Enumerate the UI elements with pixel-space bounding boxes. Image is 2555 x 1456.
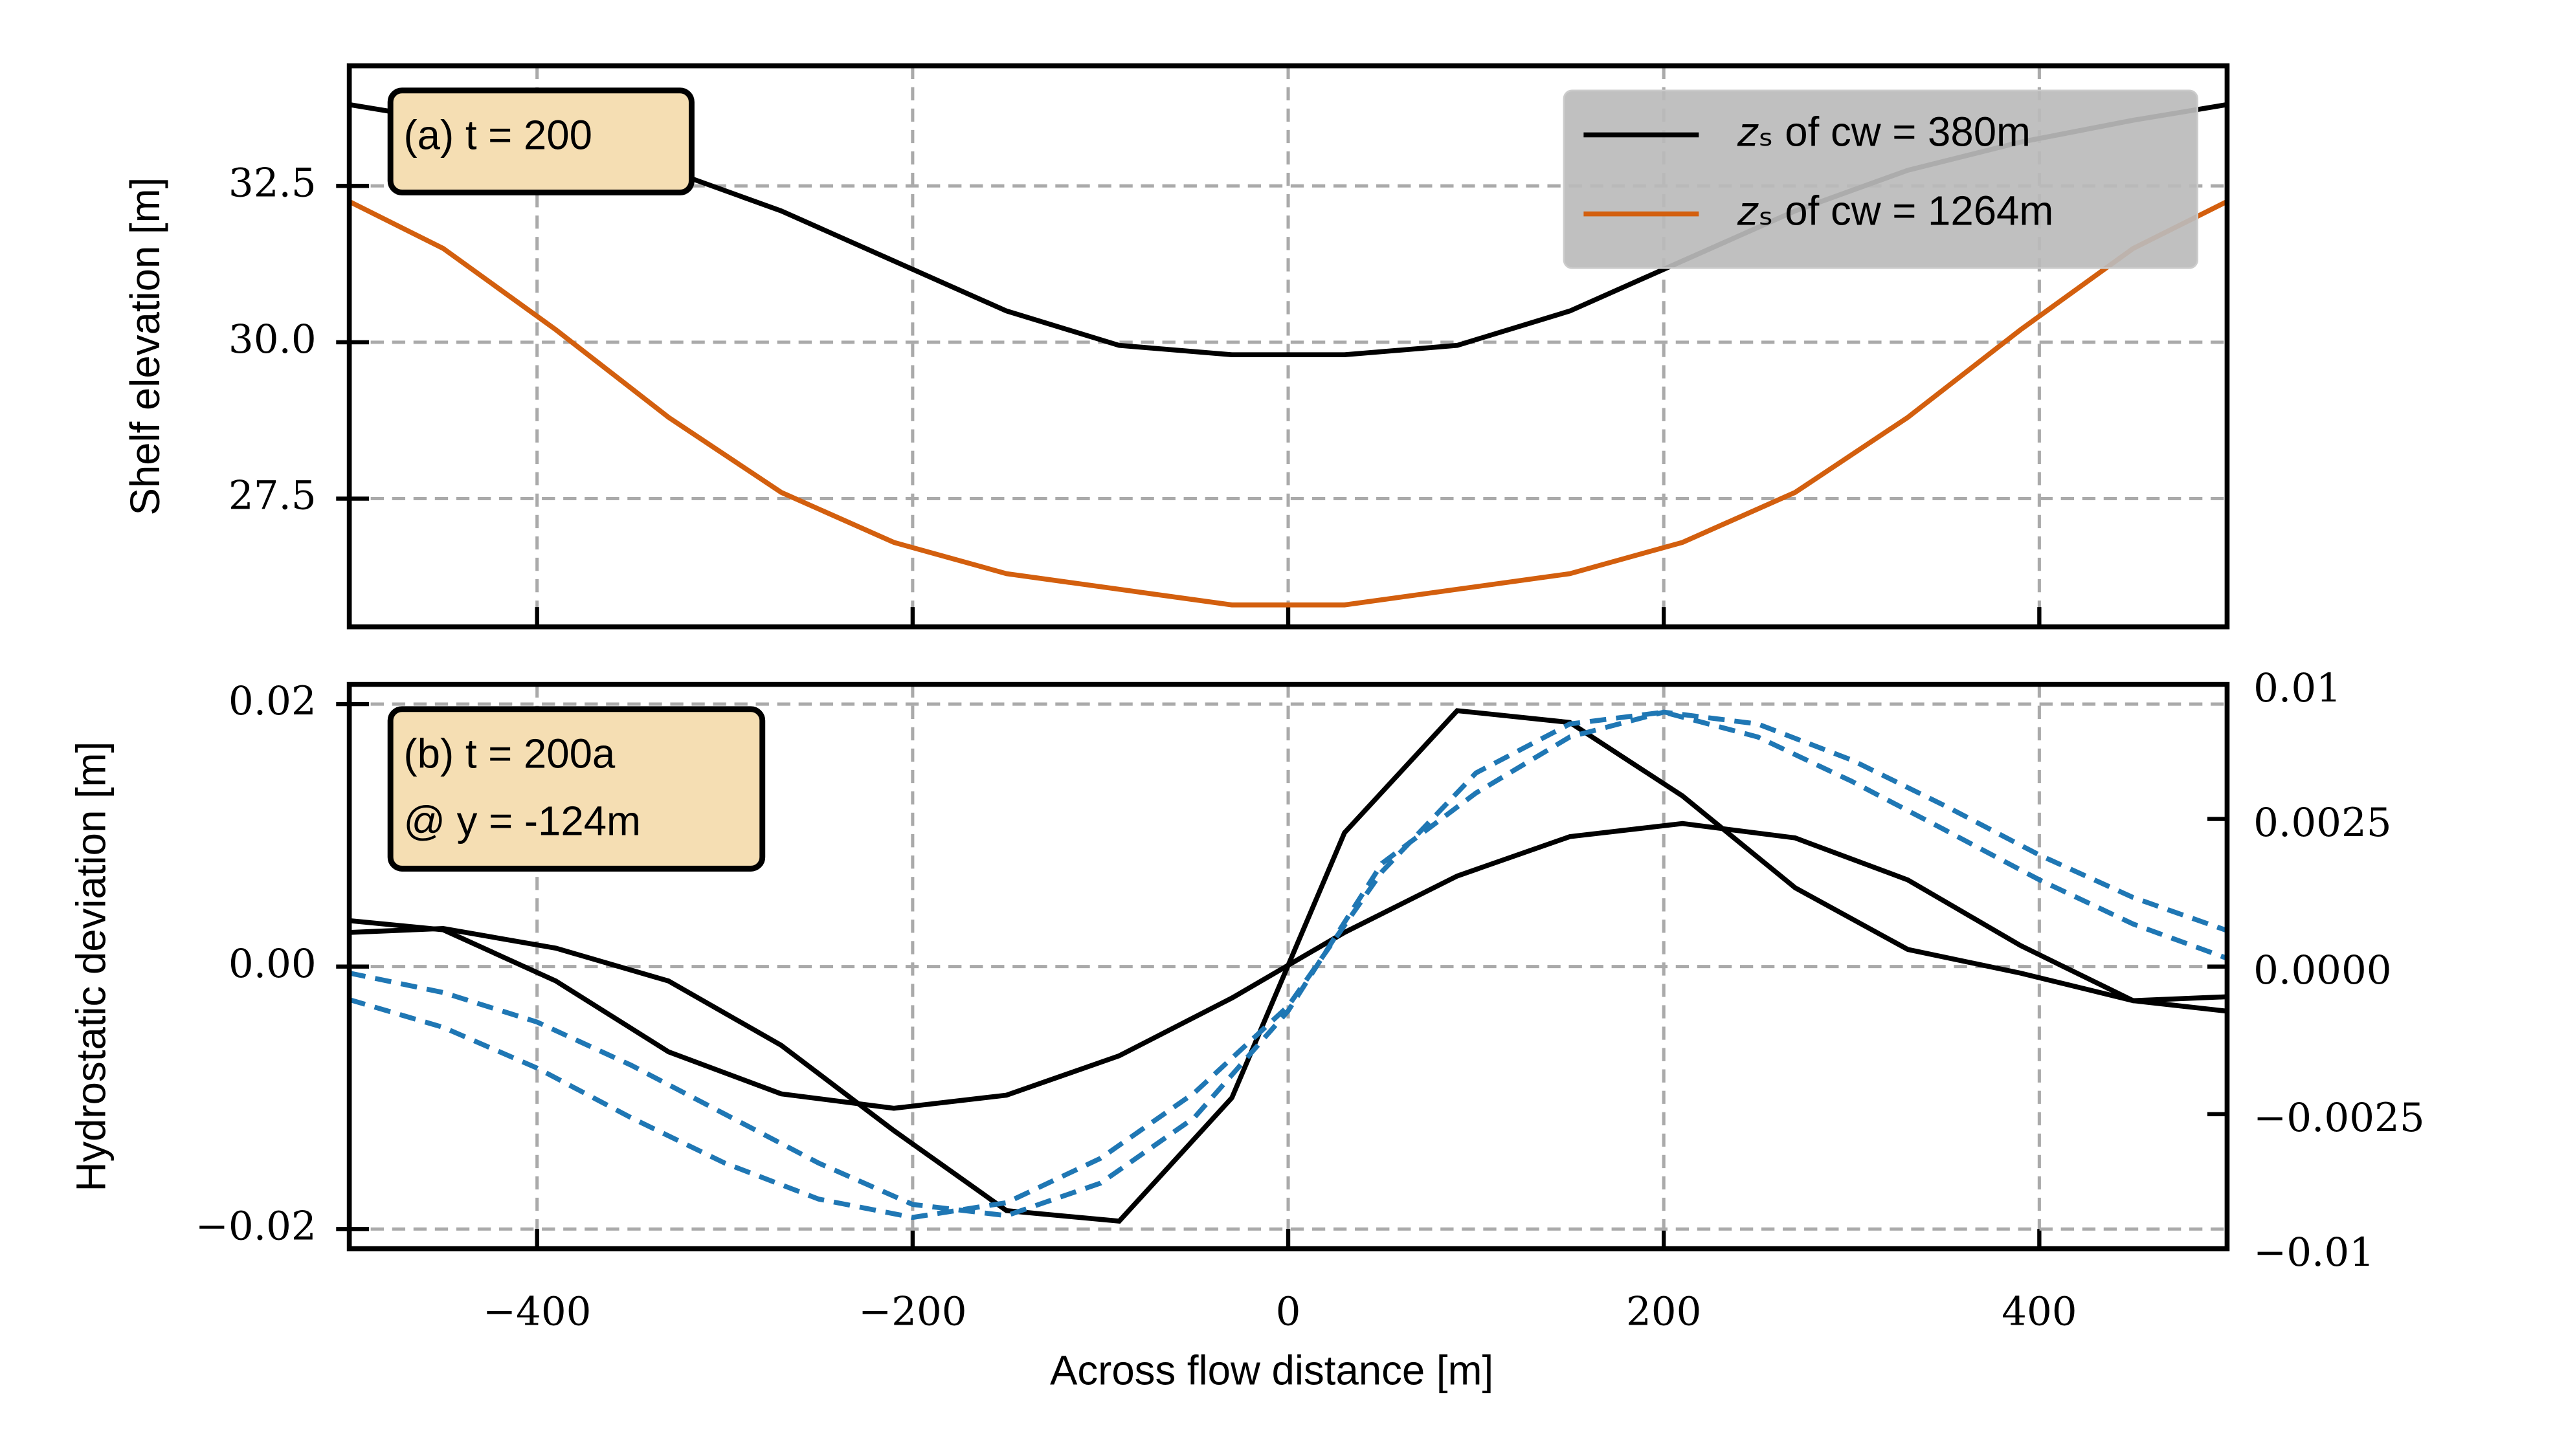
y-tick-label: 27.5 [229, 473, 317, 519]
annotation: @ y = -124m [403, 799, 640, 844]
y2-tick-label: 0.0000 [2253, 947, 2391, 993]
legend-box [1563, 89, 2198, 269]
y2-tick-label: 0.0025 [2253, 800, 2391, 846]
series-line [349, 199, 2227, 608]
x-tick-label: −200 [858, 1288, 967, 1334]
y2-tick-label: −0.0025 [2253, 1095, 2425, 1141]
x-tick-label: 0 [1276, 1288, 1301, 1334]
y2-tick-label: −0.01 [2253, 1230, 2374, 1275]
plot-frame [346, 63, 2230, 630]
series-line [349, 709, 2227, 1219]
x-tick-label: −400 [483, 1288, 592, 1334]
annotation-box [387, 87, 695, 195]
legend-label: 𝑧ₛ of cw = 1264m [1737, 188, 2054, 234]
y-tick-label: 32.5 [229, 160, 317, 206]
x-tick-label: 200 [1626, 1288, 1701, 1334]
y-tick-label: 30.0 [229, 316, 317, 362]
y-tick-label: −0.02 [195, 1203, 317, 1249]
plot-frame [346, 681, 2230, 1252]
y-axis-label: Hydrostatic deviation [m] [68, 742, 114, 1192]
series-line [349, 709, 2227, 1220]
series-line [349, 708, 2227, 1224]
y-tick-label: 0.00 [229, 941, 317, 987]
x-tick-label: 400 [2002, 1288, 2077, 1334]
y2-tick-label: 0.01 [2253, 665, 2341, 711]
y-tick-label: 0.02 [229, 678, 317, 724]
annotation: (a) t = 200 [403, 112, 592, 158]
y-axis-label: Shelf elevation [m] [122, 177, 168, 516]
annotation-box [387, 706, 766, 872]
annotation: (b) t = 200a [403, 731, 615, 777]
x-axis-label: Across flow distance [m] [1050, 1348, 1493, 1394]
legend-label: 𝑧ₛ of cw = 380m [1737, 109, 2031, 155]
